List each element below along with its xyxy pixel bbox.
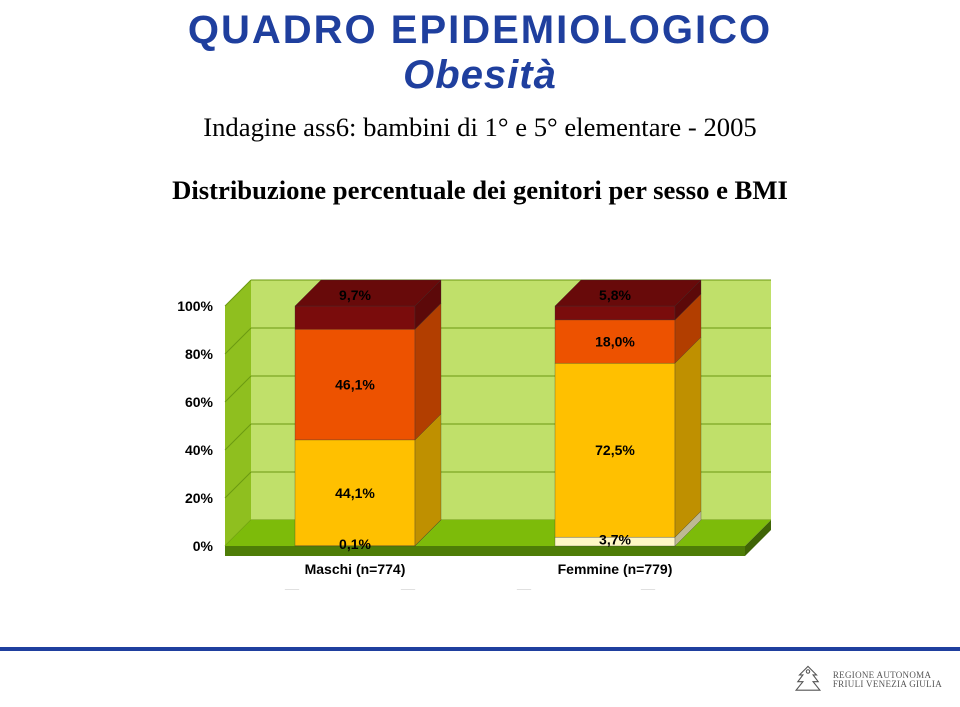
- bar-value-label: 5,8%: [599, 287, 631, 303]
- subtitle-text: Indagine ass6: bambini di 1° e 5° elemen…: [60, 112, 900, 143]
- bar-value-label: 3,7%: [599, 532, 631, 548]
- title-line2: Obesità: [60, 53, 900, 98]
- footer-divider: [0, 647, 960, 651]
- bar-value-label: 72,5%: [595, 442, 635, 458]
- chart-title-text: Distribuzione percentuale dei genitori p…: [60, 175, 900, 206]
- slide: QUADRO EPIDEMIOLOGICO Obesità Indagine a…: [0, 0, 960, 707]
- x-category-label: Maschi (n=774): [305, 561, 406, 577]
- bar-value-label: 44,1%: [335, 485, 375, 501]
- title-block: QUADRO EPIDEMIOLOGICO Obesità: [60, 8, 900, 98]
- legend-label: Obeso: [661, 589, 705, 590]
- y-tick-label: 60%: [185, 394, 214, 410]
- y-tick-label: 40%: [185, 442, 214, 458]
- eagle-icon: [791, 663, 825, 697]
- y-tick-label: 20%: [185, 490, 214, 506]
- y-tick-label: 100%: [177, 298, 213, 314]
- legend-label: Normopeso: [421, 589, 499, 590]
- footer-region-text: REGIONE AUTONOMA FRIULI VENEZIA GIULIA: [833, 671, 942, 690]
- x-category-label: Femmine (n=779): [558, 561, 673, 577]
- bar-value-label: 0,1%: [339, 536, 371, 552]
- legend-label: Sovrappeso: [537, 589, 617, 590]
- chart-area: 0% 20% 40% 60% 80% 100% 0,1% 44,1% 46,1% 9,7% Masc…: [130, 260, 830, 590]
- footer-region-line2: FRIULI VENEZIA GIULIA: [833, 679, 942, 689]
- stacked-bar-chart: 0% 20% 40% 60% 80% 100% 0,1% 44,1% 46,1% 9,7% Masc…: [130, 260, 830, 590]
- bar-value-label: 18,0%: [595, 334, 635, 350]
- y-tick-label: 0%: [193, 538, 214, 554]
- title-line1: QUADRO EPIDEMIOLOGICO: [60, 8, 900, 53]
- footer-logo: REGIONE AUTONOMA FRIULI VENEZIA GIULIA: [791, 663, 942, 697]
- bar-value-label: 9,7%: [339, 287, 371, 303]
- bar-value-label: 46,1%: [335, 377, 375, 393]
- legend-label: Sottopeso: [305, 589, 373, 590]
- y-tick-label: 80%: [185, 346, 214, 362]
